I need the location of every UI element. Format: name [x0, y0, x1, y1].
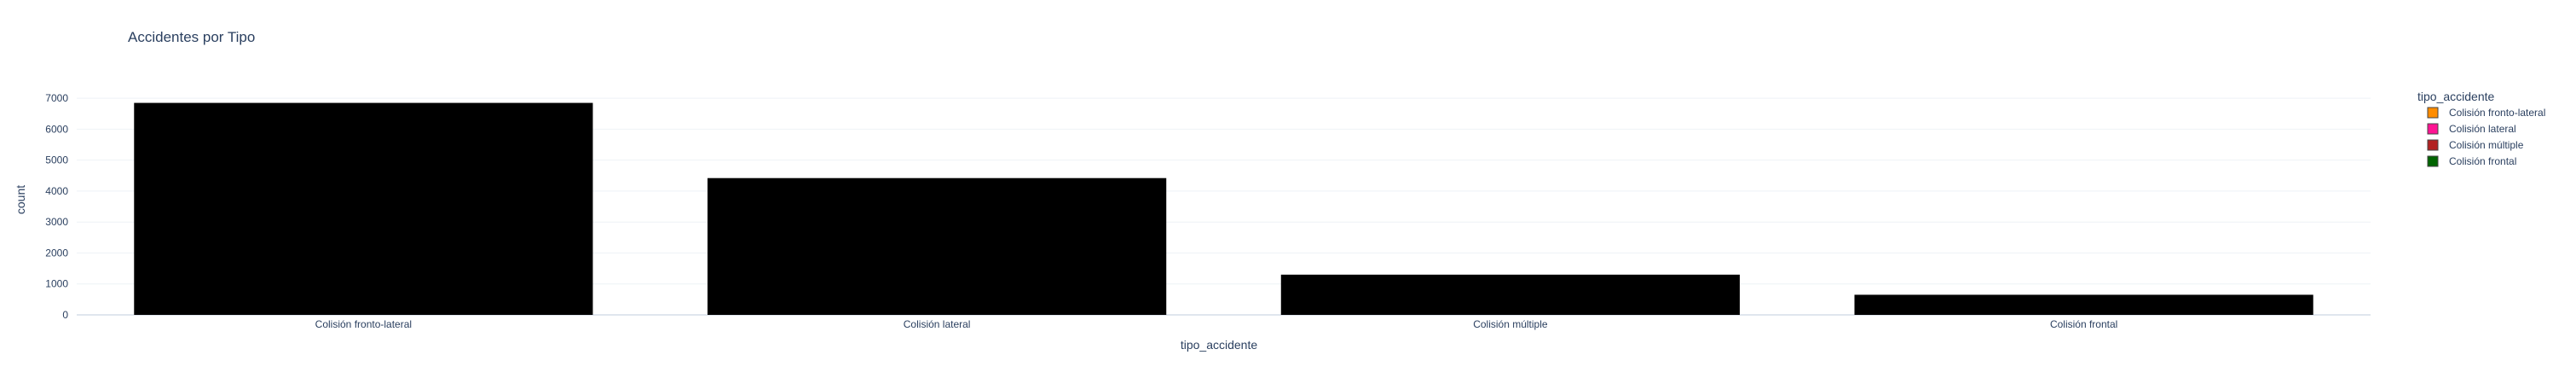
legend-swatch	[2427, 155, 2439, 167]
legend-item[interactable]: Colisión fronto-lateral	[2427, 107, 2545, 119]
y-tick-label: 4000	[45, 185, 68, 197]
legend-label: Colisión múltiple	[2449, 139, 2524, 151]
y-tick-label: 2000	[45, 247, 68, 259]
legend-item[interactable]: Colisión frontal	[2427, 155, 2516, 167]
x-axis-ticks: Colisión fronto-lateral Colisión lateral C…	[315, 318, 2118, 330]
legend-swatch	[2427, 139, 2439, 151]
chart-title: Accidentes por Tipo	[128, 29, 255, 45]
legend-title: tipo_accidente	[2417, 90, 2495, 103]
y-tick-label: 6000	[45, 123, 68, 135]
legend-label: Colisión frontal	[2449, 155, 2516, 167]
legend-item[interactable]: Colisión lateral	[2427, 123, 2516, 135]
legend-item[interactable]: Colisión múltiple	[2427, 139, 2524, 151]
x-tick-label: Colisión fronto-lateral	[315, 318, 412, 330]
legend-label: Colisión lateral	[2449, 123, 2516, 135]
x-tick-label: Colisión lateral	[904, 318, 971, 330]
bar[interactable]	[1854, 294, 2313, 315]
legend-label: Colisión fronto-lateral	[2449, 107, 2545, 119]
y-tick-label: 1000	[45, 278, 68, 290]
bars	[134, 102, 2313, 315]
y-tick-label: 5000	[45, 154, 68, 166]
bar[interactable]	[1280, 274, 1740, 315]
legend: tipo_accidente Colisión fronto-lateral Co…	[2417, 90, 2545, 167]
y-axis-ticks: 0 1000 2000 3000 4000 5000 6000 7000	[45, 92, 68, 321]
x-axis-title: tipo_accidente	[1181, 338, 1258, 352]
legend-swatch	[2427, 123, 2439, 135]
y-tick-label: 0	[62, 309, 68, 321]
y-tick-label: 7000	[45, 92, 68, 104]
x-tick-label: Colisión múltiple	[1473, 318, 1548, 330]
legend-swatch	[2427, 107, 2439, 119]
bar[interactable]	[134, 102, 593, 315]
bar[interactable]	[708, 177, 1167, 315]
y-tick-label: 3000	[45, 216, 68, 228]
y-axis-title: count	[14, 185, 27, 214]
x-tick-label: Colisión frontal	[2050, 318, 2117, 330]
